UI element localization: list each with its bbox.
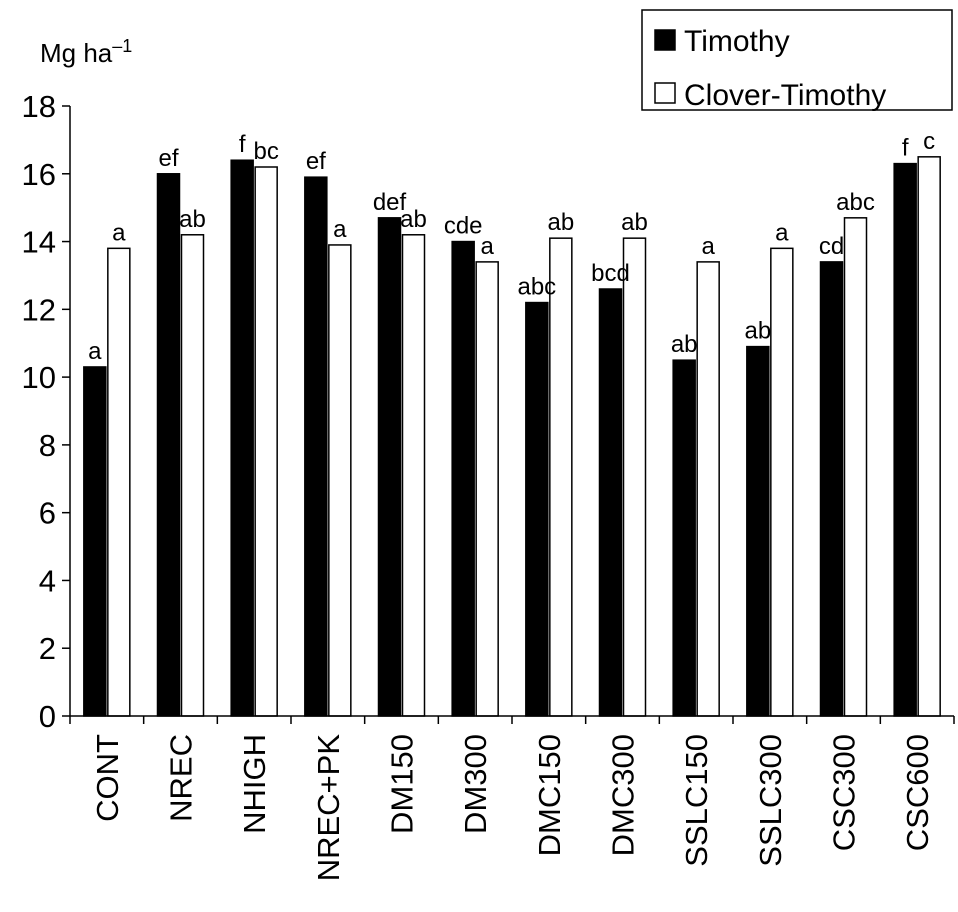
bar-letter-label: ab [400,206,427,233]
bar-letter-label: a [701,233,715,260]
bar-letter-label: abc [517,274,556,301]
bar-letter-label: cd [819,233,844,260]
bar-clover-timothy [917,156,941,717]
y-axis-ticks: 0 2 4 6 8 10 12 14 16 18 [22,89,70,734]
legend-label-clover-timothy: Clover-Timothy [684,79,886,112]
x-tick-label: DM150 [385,734,420,834]
bar-timothy [598,288,623,717]
legend-label-timothy: Timothy [684,25,790,58]
bar-letter-label: ab [744,318,771,345]
bar-letter-label: ab [547,209,574,236]
bar-clover-timothy [843,217,868,717]
bar-clover-timothy [622,237,647,717]
x-axis-ticks: CONT NREC NHIGH NREC+PK DM150 DM300 DMC150 DMC3… [69,716,955,882]
bar-letter-label: a [88,338,102,365]
bar-clover-timothy [696,261,720,717]
legend: Timothy Clover-Timothy [641,9,953,112]
x-tick-label: SSLC150 [679,734,714,867]
y-tick-label: 4 [39,563,56,598]
x-tick-label: NREC [164,734,199,822]
y-tick-label: 16 [22,157,56,192]
x-tick-label: DMC300 [606,734,641,856]
x-tick-label: CSC300 [827,734,862,851]
bar-timothy [893,162,917,717]
bar-timothy [672,359,696,717]
bar-letter-label: ab [179,206,206,233]
bar-letter-label: cde [444,213,483,240]
legend-box [641,9,953,111]
bar-timothy [525,301,549,717]
y-tick-label: 14 [22,225,56,260]
bar-letter-label: c [923,128,935,155]
bar-timothy [230,159,254,717]
bar-clover-timothy [107,247,131,717]
bar-clover-timothy [180,234,205,717]
bar-letter-label: ab [621,209,648,236]
y-axis-label: Mg ha–1 [40,36,132,68]
bar-letter-label: bc [253,138,278,165]
bar-letter-label: a [480,233,494,260]
bars-group [83,156,941,717]
x-tick-label: CONT [90,734,125,822]
y-tick-label: 2 [39,631,56,666]
legend-swatch-clover-timothy [654,82,676,104]
y-tick-label: 18 [22,89,56,124]
bar-clover-timothy [475,261,499,717]
x-tick-label: DM300 [458,734,493,834]
y-tick-label: 12 [22,292,56,327]
y-tick-label: 8 [39,428,56,463]
bar-letter-label: ab [671,331,698,358]
bar-letter-label: f [239,131,246,158]
bar-letter-label: def [373,189,407,216]
x-tick-label: NHIGH [237,734,272,834]
bar-clover-timothy [549,237,573,717]
bar-timothy [451,240,475,717]
y-tick-label: 0 [39,699,56,734]
bar-clover-timothy [328,244,352,717]
bar-letter-label: a [333,216,347,243]
bar-letter-label: f [902,135,909,162]
bar-timothy [819,261,844,717]
legend-swatch-timothy [654,29,676,51]
x-tick-label: SSLC300 [753,734,788,867]
bar-timothy [377,217,402,717]
y-tick-label: 10 [22,360,56,395]
bar-timothy [304,176,328,717]
bar-letter-label: abc [836,189,875,216]
bar-clover-timothy [770,247,794,717]
x-tick-label: CSC600 [900,734,935,851]
bar-letter-label: ef [158,145,178,172]
x-tick-label: DMC150 [532,734,567,856]
bar-clover-timothy [254,166,278,717]
bar-letter-label: a [112,219,126,246]
bar-letter-label: bcd [591,260,630,287]
bar-timothy [83,366,107,717]
bar-timothy [156,173,181,717]
x-tick-label: NREC+PK [311,734,346,882]
bar-letter-label: ef [306,148,326,175]
bar-timothy [746,345,770,717]
bar-letter-label: a [775,219,789,246]
bar-clover-timothy [401,234,426,717]
y-tick-label: 6 [39,496,56,531]
